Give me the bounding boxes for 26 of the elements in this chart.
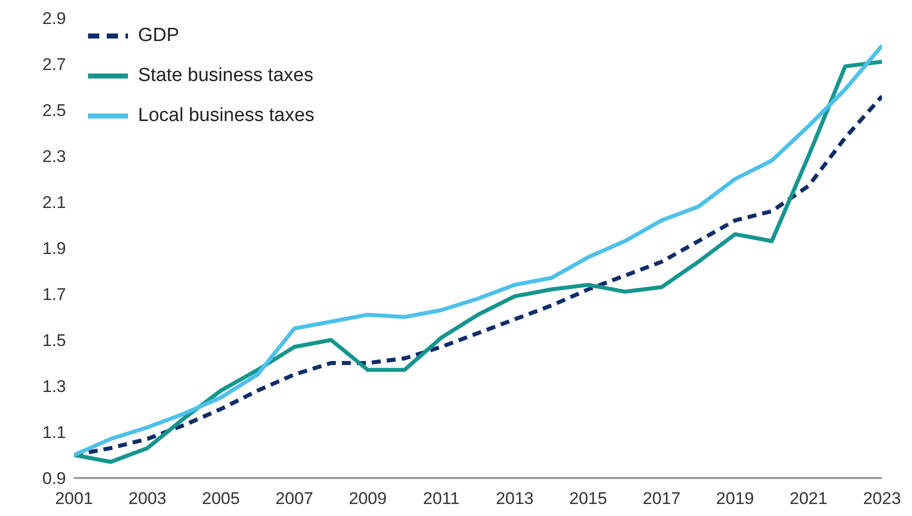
y-tick-label: 1.5	[42, 331, 66, 350]
y-tick-label: 2.9	[42, 9, 66, 28]
y-tick-label: 2.3	[42, 147, 66, 166]
x-tick-label: 2011	[422, 489, 460, 508]
x-tick-label: 2015	[569, 489, 608, 508]
y-tick-label: 2.7	[42, 55, 66, 74]
y-tick-label: 2.5	[42, 101, 66, 120]
x-tick-label: 2007	[275, 489, 314, 508]
y-tick-label: 1.9	[42, 239, 66, 258]
legend-label: Local business taxes	[138, 105, 314, 126]
y-tick-label: 1.7	[42, 285, 66, 304]
y-tick-label: 0.9	[42, 469, 66, 488]
legend-label: State business taxes	[138, 65, 314, 86]
x-tick-label: 2017	[642, 489, 681, 508]
y-tick-label: 2.1	[42, 193, 66, 212]
x-tick-label: 2005	[202, 489, 240, 508]
x-tick-label: 2023	[863, 489, 901, 508]
x-tick-label: 2003	[128, 489, 166, 508]
x-tick-label: 2001	[55, 489, 93, 508]
x-tick-label: 2009	[348, 489, 387, 508]
x-tick-label: 2019	[716, 489, 754, 508]
x-tick-label: 2021	[790, 489, 828, 508]
legend-label: GDP	[138, 25, 180, 46]
y-tick-label: 1.3	[42, 377, 66, 396]
y-tick-label: 1.1	[42, 423, 66, 442]
x-tick-label: 2013	[496, 489, 534, 508]
